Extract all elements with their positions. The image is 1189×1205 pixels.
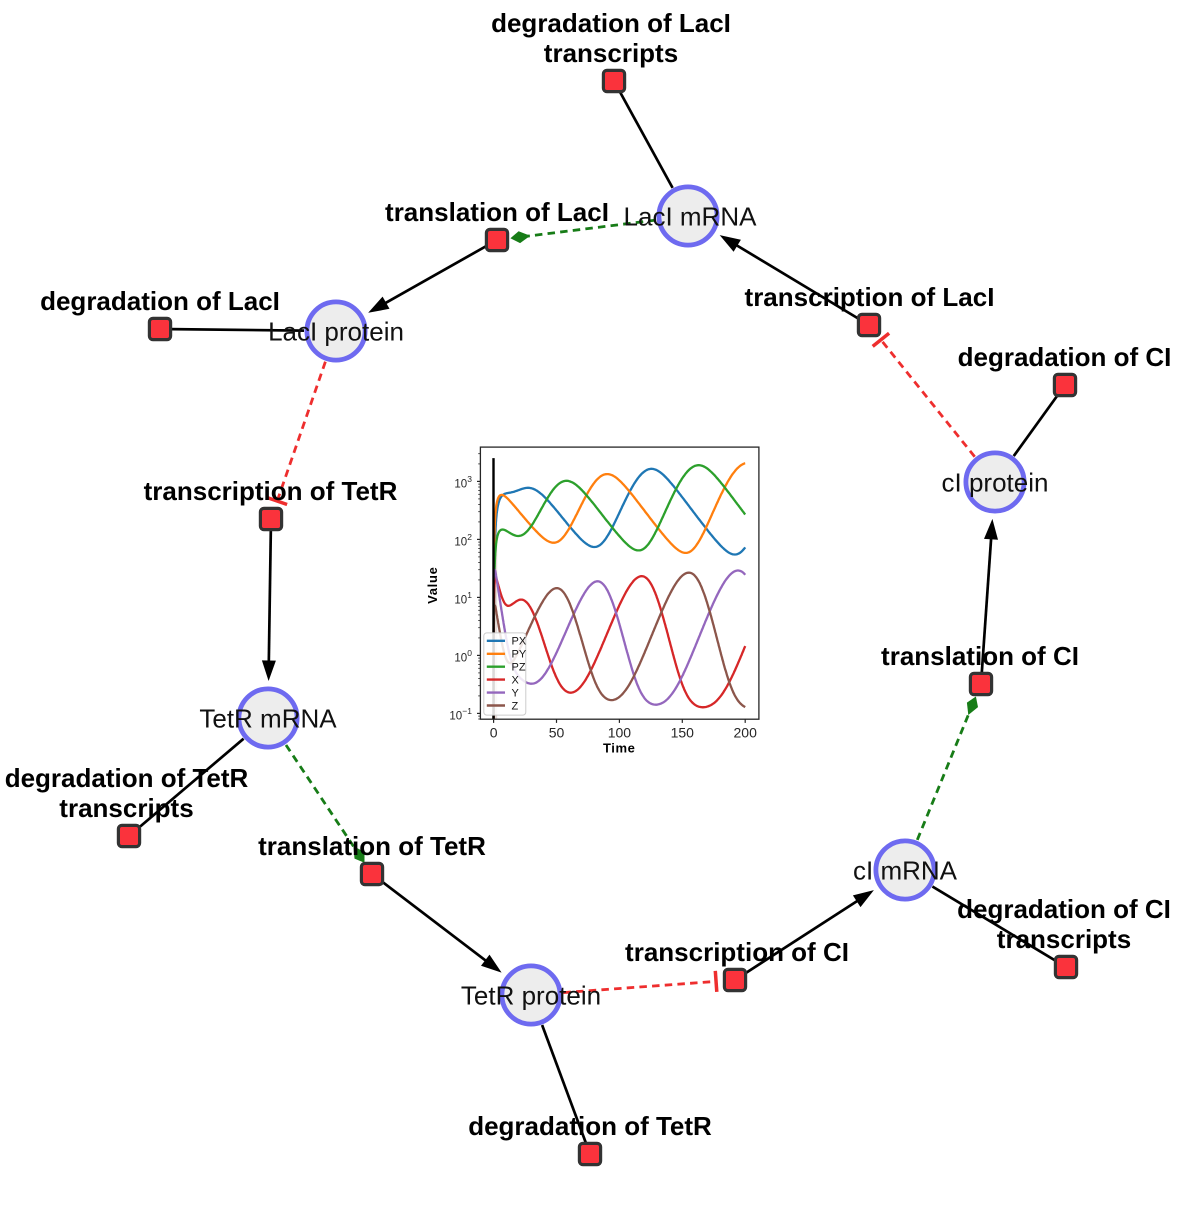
- svg-text:10: 10: [454, 653, 467, 665]
- svg-text:Value: Value: [425, 567, 440, 604]
- svg-text:1: 1: [467, 590, 472, 600]
- svg-text:cI mRNA: cI mRNA: [853, 855, 958, 885]
- svg-text:Y: Y: [512, 687, 520, 699]
- svg-text:150: 150: [671, 725, 695, 741]
- svg-text:degradation of LacI: degradation of LacI: [40, 286, 280, 316]
- svg-text:translation of TetR: translation of TetR: [258, 831, 486, 861]
- svg-text:PX: PX: [512, 636, 527, 648]
- svg-text:transcripts: transcripts: [997, 924, 1131, 954]
- svg-text:10: 10: [454, 537, 467, 549]
- svg-text:degradation of LacI: degradation of LacI: [491, 8, 731, 38]
- svg-text:cI protein: cI protein: [942, 467, 1049, 497]
- svg-text:100: 100: [608, 725, 632, 741]
- svg-text:0: 0: [467, 648, 472, 658]
- svg-text:Z: Z: [512, 700, 519, 712]
- svg-text:TetR mRNA: TetR mRNA: [199, 703, 337, 733]
- svg-text:200: 200: [734, 725, 758, 741]
- svg-text:3: 3: [467, 474, 472, 484]
- svg-text:degradation of CI: degradation of CI: [957, 894, 1171, 924]
- svg-text:0: 0: [490, 725, 498, 741]
- svg-text:transcription of TetR: transcription of TetR: [144, 476, 398, 506]
- svg-text:10: 10: [454, 595, 467, 607]
- svg-text:LacI protein: LacI protein: [268, 316, 404, 346]
- svg-text:X: X: [512, 674, 520, 686]
- svg-text:PY: PY: [512, 649, 527, 661]
- svg-text:transcription of CI: transcription of CI: [625, 937, 849, 967]
- svg-text:Time: Time: [603, 741, 635, 756]
- svg-text:10: 10: [449, 711, 462, 723]
- svg-text:PZ: PZ: [512, 662, 526, 674]
- svg-text:degradation of TetR: degradation of TetR: [468, 1111, 712, 1141]
- svg-text:transcripts: transcripts: [544, 38, 678, 68]
- svg-text:2: 2: [467, 532, 472, 542]
- svg-text:transcription of LacI: transcription of LacI: [745, 282, 995, 312]
- svg-text:degradation of CI: degradation of CI: [958, 342, 1172, 372]
- svg-text:translation of CI: translation of CI: [881, 641, 1079, 671]
- svg-text:degradation of TetR: degradation of TetR: [5, 763, 249, 793]
- svg-text:TetR protein: TetR protein: [461, 980, 601, 1010]
- svg-text:10: 10: [454, 479, 467, 491]
- svg-text:transcripts: transcripts: [59, 793, 193, 823]
- svg-text:50: 50: [549, 725, 565, 741]
- svg-text:translation of LacI: translation of LacI: [385, 197, 609, 227]
- svg-text:−1: −1: [462, 706, 472, 716]
- svg-text:LacI mRNA: LacI mRNA: [624, 201, 758, 231]
